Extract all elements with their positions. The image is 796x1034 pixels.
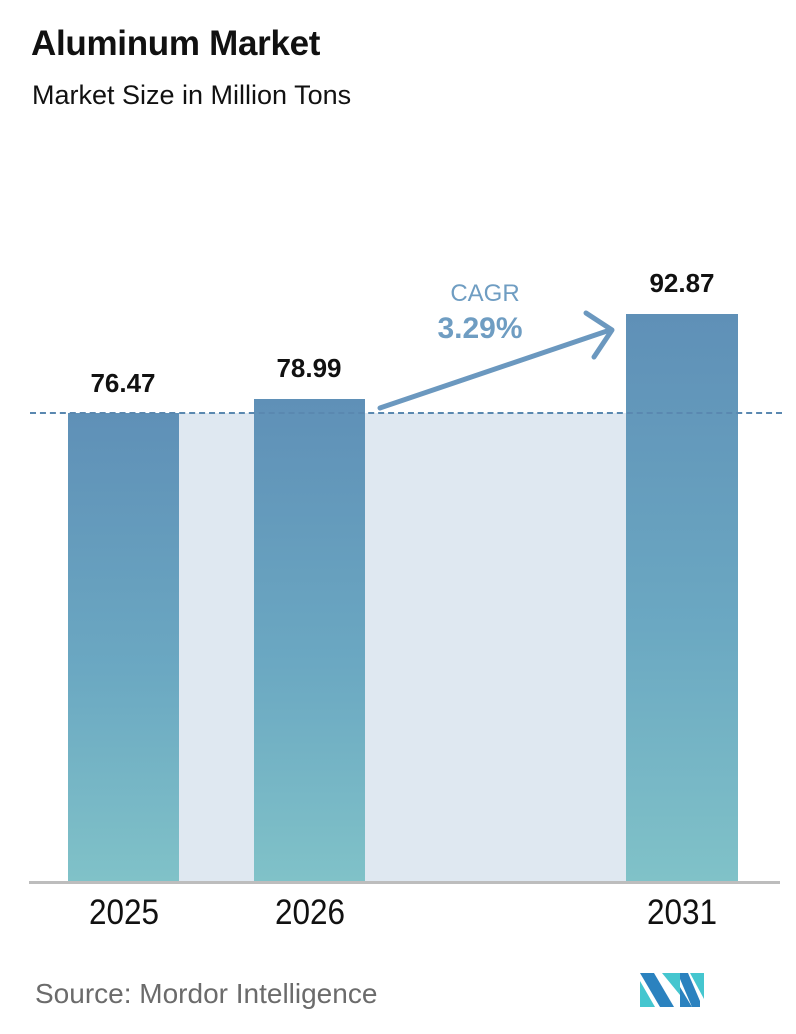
- reference-dashed-line: [30, 412, 782, 414]
- x-label-2031: 2031: [646, 893, 718, 932]
- source-text: Source: Mordor Intelligence: [35, 978, 378, 1009]
- bar-2026: [254, 399, 365, 882]
- cagr-label: CAGR: [450, 280, 520, 307]
- mordor-intelligence-logo-icon: [640, 973, 704, 1007]
- bar-2025: [68, 413, 179, 882]
- value-label-2026: 78.99: [276, 353, 342, 383]
- value-label-2025: 76.47: [90, 368, 156, 398]
- x-label-2025: 2025: [88, 893, 160, 932]
- value-label-2031: 92.87: [649, 268, 715, 298]
- cagr-value: 3.29%: [437, 312, 523, 345]
- bar-2031: [626, 314, 738, 882]
- chart-subtitle: Market Size in Million Tons: [32, 80, 352, 110]
- x-label-2026: 2026: [274, 893, 346, 932]
- x-axis-line: [29, 881, 780, 884]
- chart-title: Aluminum Market: [31, 24, 321, 63]
- fill-area: [179, 413, 626, 882]
